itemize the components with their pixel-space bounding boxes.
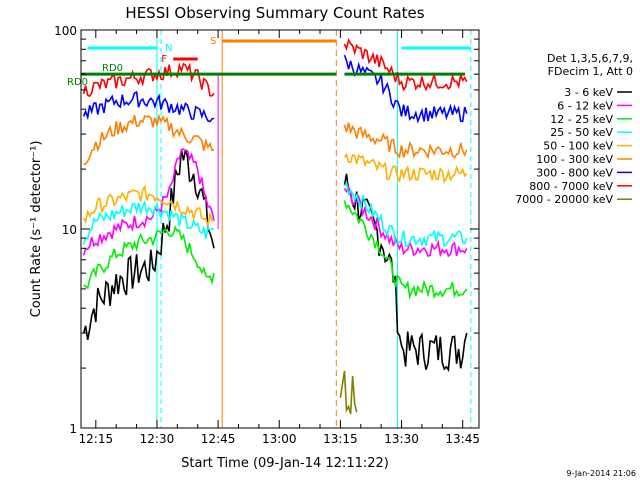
date-stamp: 9-Jan-2014 21:06	[566, 469, 636, 478]
f-label: F	[161, 54, 167, 65]
s-label: S	[210, 36, 216, 47]
plot-content: RD0 RD0 N S F	[67, 30, 472, 428]
series-line-300-800-keV	[82, 90, 215, 123]
legend-label: 300 - 800 keV	[536, 166, 613, 179]
legend-label: 6 - 12 keV	[557, 99, 613, 112]
legend-label: 7000 - 20000 keV	[515, 193, 613, 206]
series-line-12-25-keV	[343, 200, 468, 300]
series-line-50-100-keV	[82, 184, 215, 227]
x-tick-label: 12:15	[79, 432, 114, 446]
series-line-6-12-keV	[343, 185, 468, 258]
legend-label: 100 - 300 keV	[536, 153, 613, 166]
series-line-800-7000-keV	[343, 38, 468, 92]
series-line-7000-20000-keV	[339, 370, 358, 415]
x-tick-label: 13:45	[445, 432, 480, 446]
series-line-300-800-keV	[343, 54, 468, 124]
series-line-100-300-keV	[83, 113, 215, 165]
rd0-label: RD0	[102, 63, 123, 74]
series-line-25-50-keV	[343, 181, 468, 248]
legend-label: 12 - 25 keV	[550, 113, 613, 126]
series-line-50-100-keV	[343, 152, 468, 184]
y-axis-label: Count Rate (s⁻¹ detector⁻¹)	[29, 141, 44, 318]
chart-title: HESSI Observing Summary Count Rates	[125, 4, 424, 22]
series-line-3-6-keV	[82, 149, 215, 340]
rd0-label: RD0	[67, 77, 88, 88]
legend-label: 3 - 6 keV	[564, 86, 613, 99]
y-tick-label: 100	[54, 24, 77, 38]
y-axis-ticks: 1 10 100	[54, 24, 479, 436]
series-line-6-12-keV	[82, 148, 215, 256]
y-tick-label: 1	[69, 422, 77, 436]
legend-header: Det 1,3,5,6,7,9, FDecim 1, Att 0	[505, 52, 633, 78]
x-tick-label: 12:45	[201, 432, 236, 446]
x-tick-label: 13:30	[384, 432, 419, 446]
series-line-800-7000-keV	[82, 62, 215, 98]
n-label: N	[165, 43, 172, 54]
legend-label: 800 - 7000 keV	[529, 180, 613, 193]
series-line-12-25-keV	[83, 225, 215, 290]
series-line-100-300-keV	[343, 122, 468, 160]
legend-header-line-2: FDecim 1, Att 0	[547, 65, 633, 78]
legend-header-line-1: Det 1,3,5,6,7,9,	[546, 52, 633, 65]
x-tick-label: 13:00	[262, 432, 297, 446]
legend-label: 25 - 50 keV	[550, 126, 613, 139]
x-tick-label: 12:30	[140, 432, 175, 446]
legend-label: 50 - 100 keV	[543, 140, 613, 153]
series-line-25-50-keV	[82, 199, 215, 245]
y-tick-label: 10	[62, 223, 77, 237]
x-tick-label: 13:15	[323, 432, 358, 446]
x-axis-ticks: 12:15 12:30 12:45 13:00 13:15 13:30 13:45	[79, 30, 480, 446]
x-axis-label: Start Time (09-Jan-14 12:11:22)	[181, 456, 389, 471]
